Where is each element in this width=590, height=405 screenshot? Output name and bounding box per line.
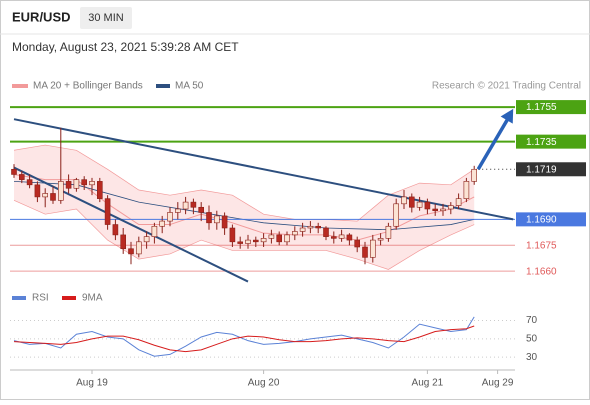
level-label: 1.1735 xyxy=(526,137,557,148)
bollinger-band xyxy=(14,145,475,270)
candle-body xyxy=(447,205,454,210)
candle-body xyxy=(260,238,267,243)
candle-body xyxy=(167,212,173,222)
rsi-tick-label: 30 xyxy=(526,352,538,363)
candle-body xyxy=(34,184,41,198)
level-box xyxy=(516,162,586,177)
symbol: EUR/USD xyxy=(12,9,71,24)
timeframe-badge xyxy=(80,7,132,29)
rsi-tick-label: 50 xyxy=(526,333,538,344)
candle-body xyxy=(198,206,204,213)
level-label: 1.1660 xyxy=(526,266,557,277)
candle-body xyxy=(57,181,64,201)
candle-body xyxy=(97,181,103,199)
candle-body xyxy=(26,179,33,186)
candle-body xyxy=(416,201,423,208)
candle-body xyxy=(338,234,345,239)
candle-body xyxy=(120,234,126,250)
candle-body xyxy=(393,203,400,227)
candle-body xyxy=(73,179,80,189)
rsi-line xyxy=(13,316,475,357)
candle-body xyxy=(354,239,361,248)
candle-body xyxy=(268,234,275,239)
level-label: 1.1675 xyxy=(526,240,557,251)
level-label: 1.1690 xyxy=(526,215,557,226)
candle-body xyxy=(346,234,353,241)
candle-body xyxy=(18,174,25,180)
candle-body xyxy=(284,234,290,243)
candle-body xyxy=(362,246,368,258)
timestamp: Monday, August 23, 2021 5:39:28 AM CET xyxy=(12,40,239,54)
candle-body xyxy=(143,236,150,243)
candle-body xyxy=(401,196,407,205)
candle-body xyxy=(471,168,478,182)
legend-label: 9MA xyxy=(82,293,103,304)
candle-body xyxy=(128,248,134,255)
candle-body xyxy=(463,181,470,199)
candle-body xyxy=(276,234,283,243)
candle-body xyxy=(377,238,384,241)
candle-body xyxy=(245,239,251,244)
candle-body xyxy=(455,198,462,206)
candle-body xyxy=(136,241,142,255)
bollinger-upper xyxy=(13,144,475,222)
candle-body xyxy=(424,201,431,210)
candle-body xyxy=(190,201,197,208)
level-box xyxy=(516,100,586,115)
candle-body xyxy=(182,201,189,210)
candle-body xyxy=(229,227,236,243)
level-label: 1.1719 xyxy=(526,164,557,175)
level-box xyxy=(516,212,586,227)
credit: Research © 2021 Trading Central xyxy=(432,81,581,92)
timeframe: 30 MIN xyxy=(88,12,124,24)
x-tick-label: Aug 21 xyxy=(412,378,444,389)
bollinger-lower xyxy=(13,200,475,270)
arrow-head xyxy=(500,108,514,124)
candle-body xyxy=(330,236,337,239)
candle-body xyxy=(81,179,87,186)
candle-body xyxy=(112,224,119,236)
forecast-arrow xyxy=(476,113,512,171)
level-label: 1.1755 xyxy=(526,102,557,113)
candle-body xyxy=(159,220,165,227)
candle-body xyxy=(369,239,376,258)
candle-body xyxy=(237,241,243,244)
candle-body xyxy=(104,198,111,225)
candle-body xyxy=(408,196,415,208)
candle-body xyxy=(214,215,220,224)
candle-body xyxy=(432,208,439,212)
legend-label: RSI xyxy=(32,293,49,304)
candle-body xyxy=(291,231,298,236)
rsi-tick-label: 70 xyxy=(526,315,538,326)
candle-body xyxy=(151,225,158,237)
legend-label: MA 50 xyxy=(175,81,204,92)
candle-body xyxy=(65,181,72,189)
legend-label: MA 20 + Bollinger Bands xyxy=(33,81,143,92)
candle-body xyxy=(253,239,259,243)
x-tick-label: Aug 20 xyxy=(248,378,280,389)
candle-body xyxy=(307,225,314,229)
candle-body xyxy=(175,208,181,213)
candle-body xyxy=(221,215,228,229)
candle-body xyxy=(42,193,49,198)
level-box xyxy=(516,134,586,149)
candle-body xyxy=(385,225,392,239)
x-tick-label: Aug 29 xyxy=(482,378,514,389)
candle-body xyxy=(299,227,306,232)
candle-body xyxy=(11,168,17,175)
rsi-line xyxy=(13,325,475,353)
candle-body xyxy=(440,208,446,212)
candle-body xyxy=(50,193,56,201)
candle-body xyxy=(206,212,212,224)
candle-body xyxy=(89,181,95,186)
candle-body xyxy=(315,225,322,229)
candle-body xyxy=(323,227,329,237)
x-tick-label: Aug 19 xyxy=(76,378,108,389)
